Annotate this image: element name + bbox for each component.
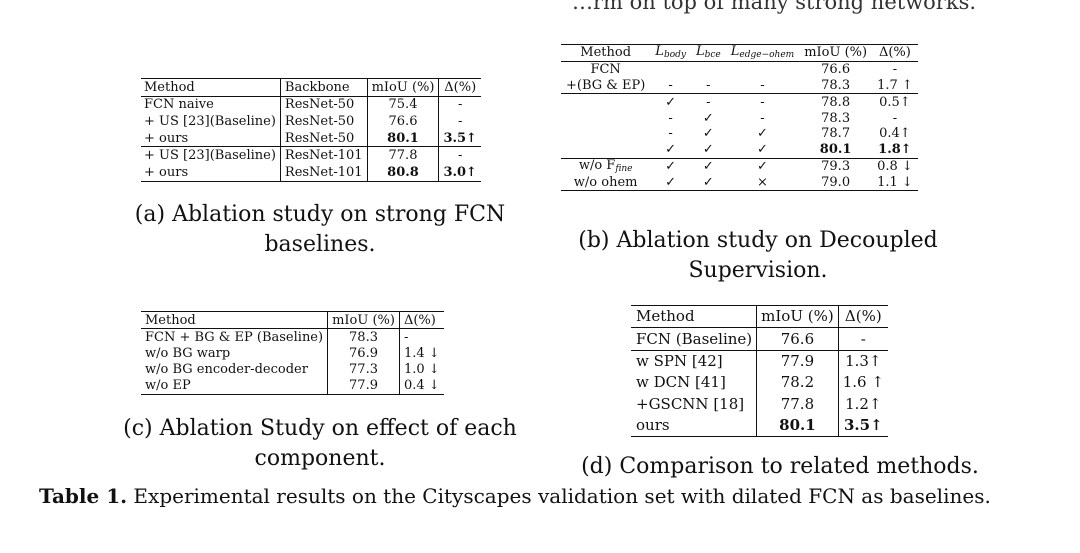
header-method: Method — [561, 44, 651, 62]
header-method: Method — [631, 304, 757, 329]
table-d-related-methods: Method mIoU (%) Δ(%) FCN (Baseline) 76.6… — [631, 304, 888, 438]
table-b-decoupled-supervision: Method Lbody Lbce Ledge−ohem mIoU (%) Δ(… — [561, 44, 918, 192]
table-label: Table 1. — [39, 484, 128, 508]
table-d-header: Method mIoU (%) Δ(%) — [631, 304, 888, 329]
header-delta: Δ(%) — [438, 78, 481, 97]
table-a-strong-baselines: Method Backbone mIoU (%) Δ(%) FCN naive … — [141, 78, 481, 182]
table-main-caption: Table 1. Experimental results on the Cit… — [39, 481, 1049, 511]
table-row: - ✓ ✓ 78.7 0.4↑ — [668, 126, 911, 142]
table-row: w/o BG warp 76.9 1.4 ↓ — [141, 345, 444, 362]
table-c-header: Method mIoU (%) Δ(%) — [141, 310, 444, 330]
table-caption-text: Experimental results on the Cityscapes v… — [127, 484, 991, 508]
table-row: FCN naive ResNet-50 75.4 - — [141, 96, 481, 114]
table-row: w DCN [41] 78.2 1.6 ↑ — [631, 372, 888, 394]
table-row: ✓ ✓ ✓ 80.1 1.8↑ — [665, 142, 912, 158]
table-b-header: Method Lbody Lbce Ledge−ohem mIoU (%) Δ(… — [561, 44, 918, 62]
table-row: + ours ResNet-50 80.1 3.5↑ — [141, 129, 481, 147]
table-row: - ✓ - 78.3 - — [668, 110, 898, 126]
header-miou: mIoU (%) — [327, 310, 400, 330]
header-delta: Δ(%) — [398, 310, 444, 330]
header-miou: mIoU (%) — [756, 304, 839, 329]
table-row: w/o Ffine ✓ ✓ ✓ 79.3 0.8 ↓ — [561, 157, 918, 175]
table-row: +(BG & EP) - - - 78.3 1.7 ↑ — [566, 77, 913, 93]
table-row: ✓ - - 78.8 0.5↑ — [561, 93, 918, 111]
header-miou: mIoU (%) — [366, 78, 439, 97]
table-d-caption: (d) Comparison to related methods. — [581, 454, 979, 479]
table-c-component-ablation: Method mIoU (%) Δ(%) FCN + BG & EP (Base… — [141, 310, 444, 395]
header-l-body: Lbody — [650, 44, 691, 62]
cut-off-text-line: …rm on top of many strong networks. — [0, 0, 1080, 14]
table-row: w/o EP 77.9 0.4 ↓ — [141, 377, 444, 395]
table-row: ours 80.1 3.5↑ — [631, 414, 888, 438]
table-row: + ours ResNet-101 80.8 3.0↑ — [141, 163, 481, 182]
header-backbone: Backbone — [279, 78, 368, 97]
table-row: w/o BG encoder-decoder 77.3 1.0 ↓ — [141, 361, 444, 378]
header-delta: Δ(%) — [872, 44, 918, 62]
table-a-caption: (a) Ablation study on strong FCN baselin… — [134, 202, 506, 257]
table-row: FCN + BG & EP (Baseline) 78.3 - — [141, 328, 444, 346]
table-b-caption: (b) Ablation study on Decoupled Supervis… — [578, 228, 938, 283]
header-l-bce: Lbce — [690, 44, 726, 62]
header-method: Method — [141, 78, 281, 97]
header-delta: Δ(%) — [837, 304, 888, 329]
header-method: Method — [141, 310, 328, 330]
table-row: w SPN [42] 77.9 1.3↑ — [631, 349, 888, 373]
table-a-header: Method Backbone mIoU (%) Δ(%) — [141, 78, 481, 97]
table-row: w/o ohem ✓ ✓ × 79.0 1.1 ↓ — [561, 174, 918, 192]
header-l-edge-ohem: Ledge−ohem — [725, 44, 800, 62]
table-row: + US [23](Baseline) ResNet-50 76.6 - — [141, 113, 481, 130]
cut-off-text: …rm on top of many strong networks. — [572, 0, 977, 14]
table-row: +GSCNN [18] 77.8 1.2↑ — [631, 393, 888, 415]
header-miou: mIoU (%) — [799, 44, 873, 62]
table-row: + US [23](Baseline) ResNet-101 77.8 - — [141, 146, 481, 164]
table-row: FCN (Baseline) 76.6 - — [631, 327, 888, 351]
table-row: FCN 76.6 - — [590, 62, 898, 78]
table-c-caption: (c) Ablation Study on effect of each com… — [123, 416, 517, 471]
